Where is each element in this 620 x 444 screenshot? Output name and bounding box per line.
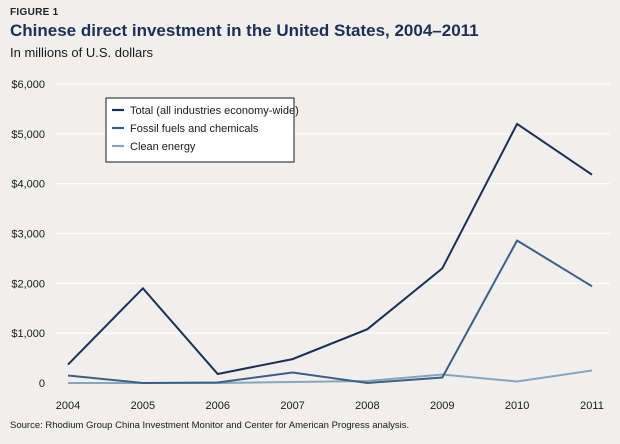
source-note: Source: Rhodium Group China Investment M… bbox=[10, 420, 410, 431]
x-tick-label: 2004 bbox=[56, 400, 80, 412]
series-line-fossil-fuels-and-chemicals bbox=[67, 239, 593, 385]
x-tick-label: 2011 bbox=[580, 400, 604, 412]
legend-label: Clean energy bbox=[130, 141, 196, 153]
x-tick-label: 2010 bbox=[505, 400, 529, 412]
x-tick-label: 2006 bbox=[205, 400, 229, 412]
y-tick-label: $6,000 bbox=[11, 79, 45, 91]
series-line-total-all-industries-economy-wide bbox=[67, 122, 593, 376]
chart-subtitle: In millions of U.S. dollars bbox=[10, 45, 154, 60]
y-tick-label: $1,000 bbox=[11, 328, 45, 340]
chart-title: Chinese direct investment in the United … bbox=[10, 21, 479, 40]
x-tick-label: 2007 bbox=[280, 400, 304, 412]
legend-label: Total (all industries economy-wide) bbox=[130, 105, 299, 117]
legend-box bbox=[105, 97, 295, 163]
legend-label: Fossil fuels and chemicals bbox=[130, 123, 259, 135]
y-tick-label: $5,000 bbox=[11, 129, 45, 141]
y-tick-label: $3,000 bbox=[11, 229, 45, 241]
x-tick-label: 2009 bbox=[430, 400, 454, 412]
x-tick-label: 2005 bbox=[131, 400, 155, 412]
y-tick-label: $2,000 bbox=[11, 278, 45, 290]
y-tick-label: 0 bbox=[39, 378, 45, 390]
y-tick-label: $4,000 bbox=[11, 179, 45, 191]
figure-label: FIGURE 1 bbox=[10, 7, 59, 18]
x-tick-label: 2008 bbox=[355, 400, 379, 412]
